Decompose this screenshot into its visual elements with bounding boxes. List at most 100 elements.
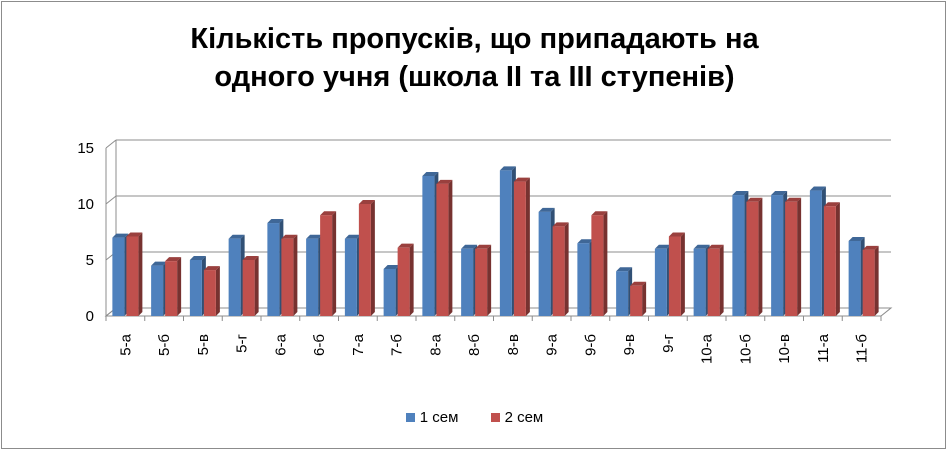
x-tick-label-9-б: 9-б (582, 334, 599, 356)
bar-side-2-10-в (797, 197, 802, 316)
bar-series-2-5-б (165, 261, 178, 316)
bar-side-2-5-а (138, 232, 143, 316)
bar-top-2-6-а (281, 234, 298, 239)
bar-side-2-9-в (642, 281, 647, 316)
bar-top-1-10-б (732, 191, 749, 196)
bar-series-1-9-г (654, 248, 667, 316)
bar-top-1-8-а (422, 172, 439, 176)
bar-top-2-9-а (552, 222, 569, 227)
x-tick-label-7-б: 7-б (389, 334, 406, 356)
bar-top-1-10-а (693, 244, 710, 249)
bar-side-2-6-а (293, 234, 298, 316)
bar-top-2-10-б (746, 197, 763, 202)
bar-series-2-9-а (552, 226, 565, 316)
bar-top-1-8-б (461, 244, 478, 249)
bar-top-1-5-в (189, 256, 206, 260)
bar-side-2-7-а (370, 200, 375, 316)
bar-top-2-8-а (436, 179, 453, 184)
bar-series-1-11-а (809, 190, 822, 316)
bar-series-2-5-в (203, 270, 216, 316)
bar-series-1-6-б (306, 238, 319, 316)
bar-series-1-5-а (112, 237, 125, 316)
bar-series-2-10-в (785, 201, 798, 316)
bar-side-2-8-в (525, 177, 530, 316)
bar-series-2-9-б (591, 215, 604, 316)
bar-top-1-9-в (616, 267, 633, 272)
bar-series-2-11-а (823, 206, 836, 316)
x-tick-label-8-в: 8-в (505, 334, 522, 355)
x-tick-label-5-г: 5-г (234, 333, 251, 352)
bar-top-1-6-а (267, 219, 284, 224)
bar-top-1-7-б (383, 264, 400, 269)
bar-top-2-9-в (630, 281, 647, 286)
bar-series-2-8-а (436, 183, 449, 316)
legend-label-series-2: 2 сем (504, 409, 544, 426)
bar-side-2-9-г (680, 232, 685, 316)
bar-series-2-11-б (862, 249, 875, 316)
bar-top-1-11-б (848, 236, 865, 241)
legend: 1 сем 2 сем (2, 409, 947, 426)
bar-top-1-8-в (499, 166, 516, 171)
x-tick-label-10-б: 10-б (737, 334, 754, 364)
x-tick-label-11-б: 11-б (854, 334, 871, 363)
bar-series-2-6-б (320, 215, 333, 316)
y-tick-label-1: 5 (86, 252, 94, 269)
x-tick-label-8-б: 8-б (466, 334, 483, 356)
gridline-side-2 (105, 195, 117, 205)
bar-side-2-9-б (603, 211, 608, 316)
legend-swatch-series-1 (405, 413, 415, 422)
x-tick-label-6-б: 6-б (311, 334, 328, 356)
bar-side-2-9-а (564, 222, 569, 316)
bar-series-1-7-а (344, 238, 357, 316)
bar-series-2-8-в (513, 181, 526, 316)
bar-top-2-5-в (203, 266, 220, 271)
bar-top-1-5-а (112, 233, 129, 238)
bar-side-2-6-б (332, 211, 337, 316)
chart-title-line-1: Кількість пропусків, що припадають на (190, 23, 759, 55)
bar-side-2-5-г (254, 256, 259, 316)
y-tick-label-3: 15 (77, 140, 94, 157)
bar-top-1-11-а (809, 186, 826, 191)
bar-top-2-9-г (668, 232, 685, 237)
x-tick-label-6-а: 6-а (272, 333, 289, 355)
bar-series-1-5-б (151, 265, 164, 316)
bar-top-2-5-б (165, 257, 182, 262)
x-tick-label-10-а: 10-а (699, 333, 716, 364)
bar-series-1-10-а (693, 248, 706, 316)
bar-top-1-9-б (577, 239, 594, 244)
bar-series-2-5-г (242, 260, 255, 316)
bar-series-1-9-в (616, 271, 629, 316)
bar-series-1-5-в (189, 260, 202, 316)
bar-series-1-8-а (422, 176, 435, 316)
bar-side-2-7-б (409, 243, 414, 316)
bar-top-1-9-г (654, 244, 671, 249)
bar-side-2-10-б (758, 197, 763, 316)
chart-title-line-2: одного учня (школа ІІ та ІІІ ступенів) (214, 61, 735, 93)
legend-item-series-1: 1 сем (405, 409, 458, 426)
x-tick-label-5-б: 5-б (156, 334, 173, 356)
bar-side-2-10-а (719, 244, 724, 316)
x-tick-label-11-а: 11-а (815, 333, 832, 363)
bar-series-2-9-в (630, 285, 643, 316)
bar-series-1-9-а (538, 211, 551, 316)
bar-top-1-9-а (538, 207, 555, 212)
bar-top-2-9-б (591, 211, 608, 216)
bar-series-2-10-б (746, 201, 759, 316)
bar-series-2-7-а (358, 204, 371, 316)
bar-series-1-5-г (228, 238, 241, 316)
bar-side-2-8-а (448, 179, 453, 316)
bar-top-1-5-б (151, 261, 168, 266)
bar-top-1-10-в (771, 191, 788, 196)
bar-top-2-11-а (823, 202, 840, 207)
bar-series-1-10-б (732, 195, 745, 316)
bar-side-2-5-б (177, 257, 182, 316)
x-tick-label-9-а: 9-а (544, 333, 561, 355)
bar-top-2-8-б (475, 244, 492, 249)
y-tick-label-0: 0 (86, 308, 94, 325)
legend-swatch-series-2 (490, 413, 500, 422)
bar-series-1-10-в (771, 195, 784, 316)
bar-side-2-11-а (835, 202, 840, 316)
bar-side-2-5-в (215, 266, 220, 316)
bar-series-2-5-а (126, 236, 139, 316)
